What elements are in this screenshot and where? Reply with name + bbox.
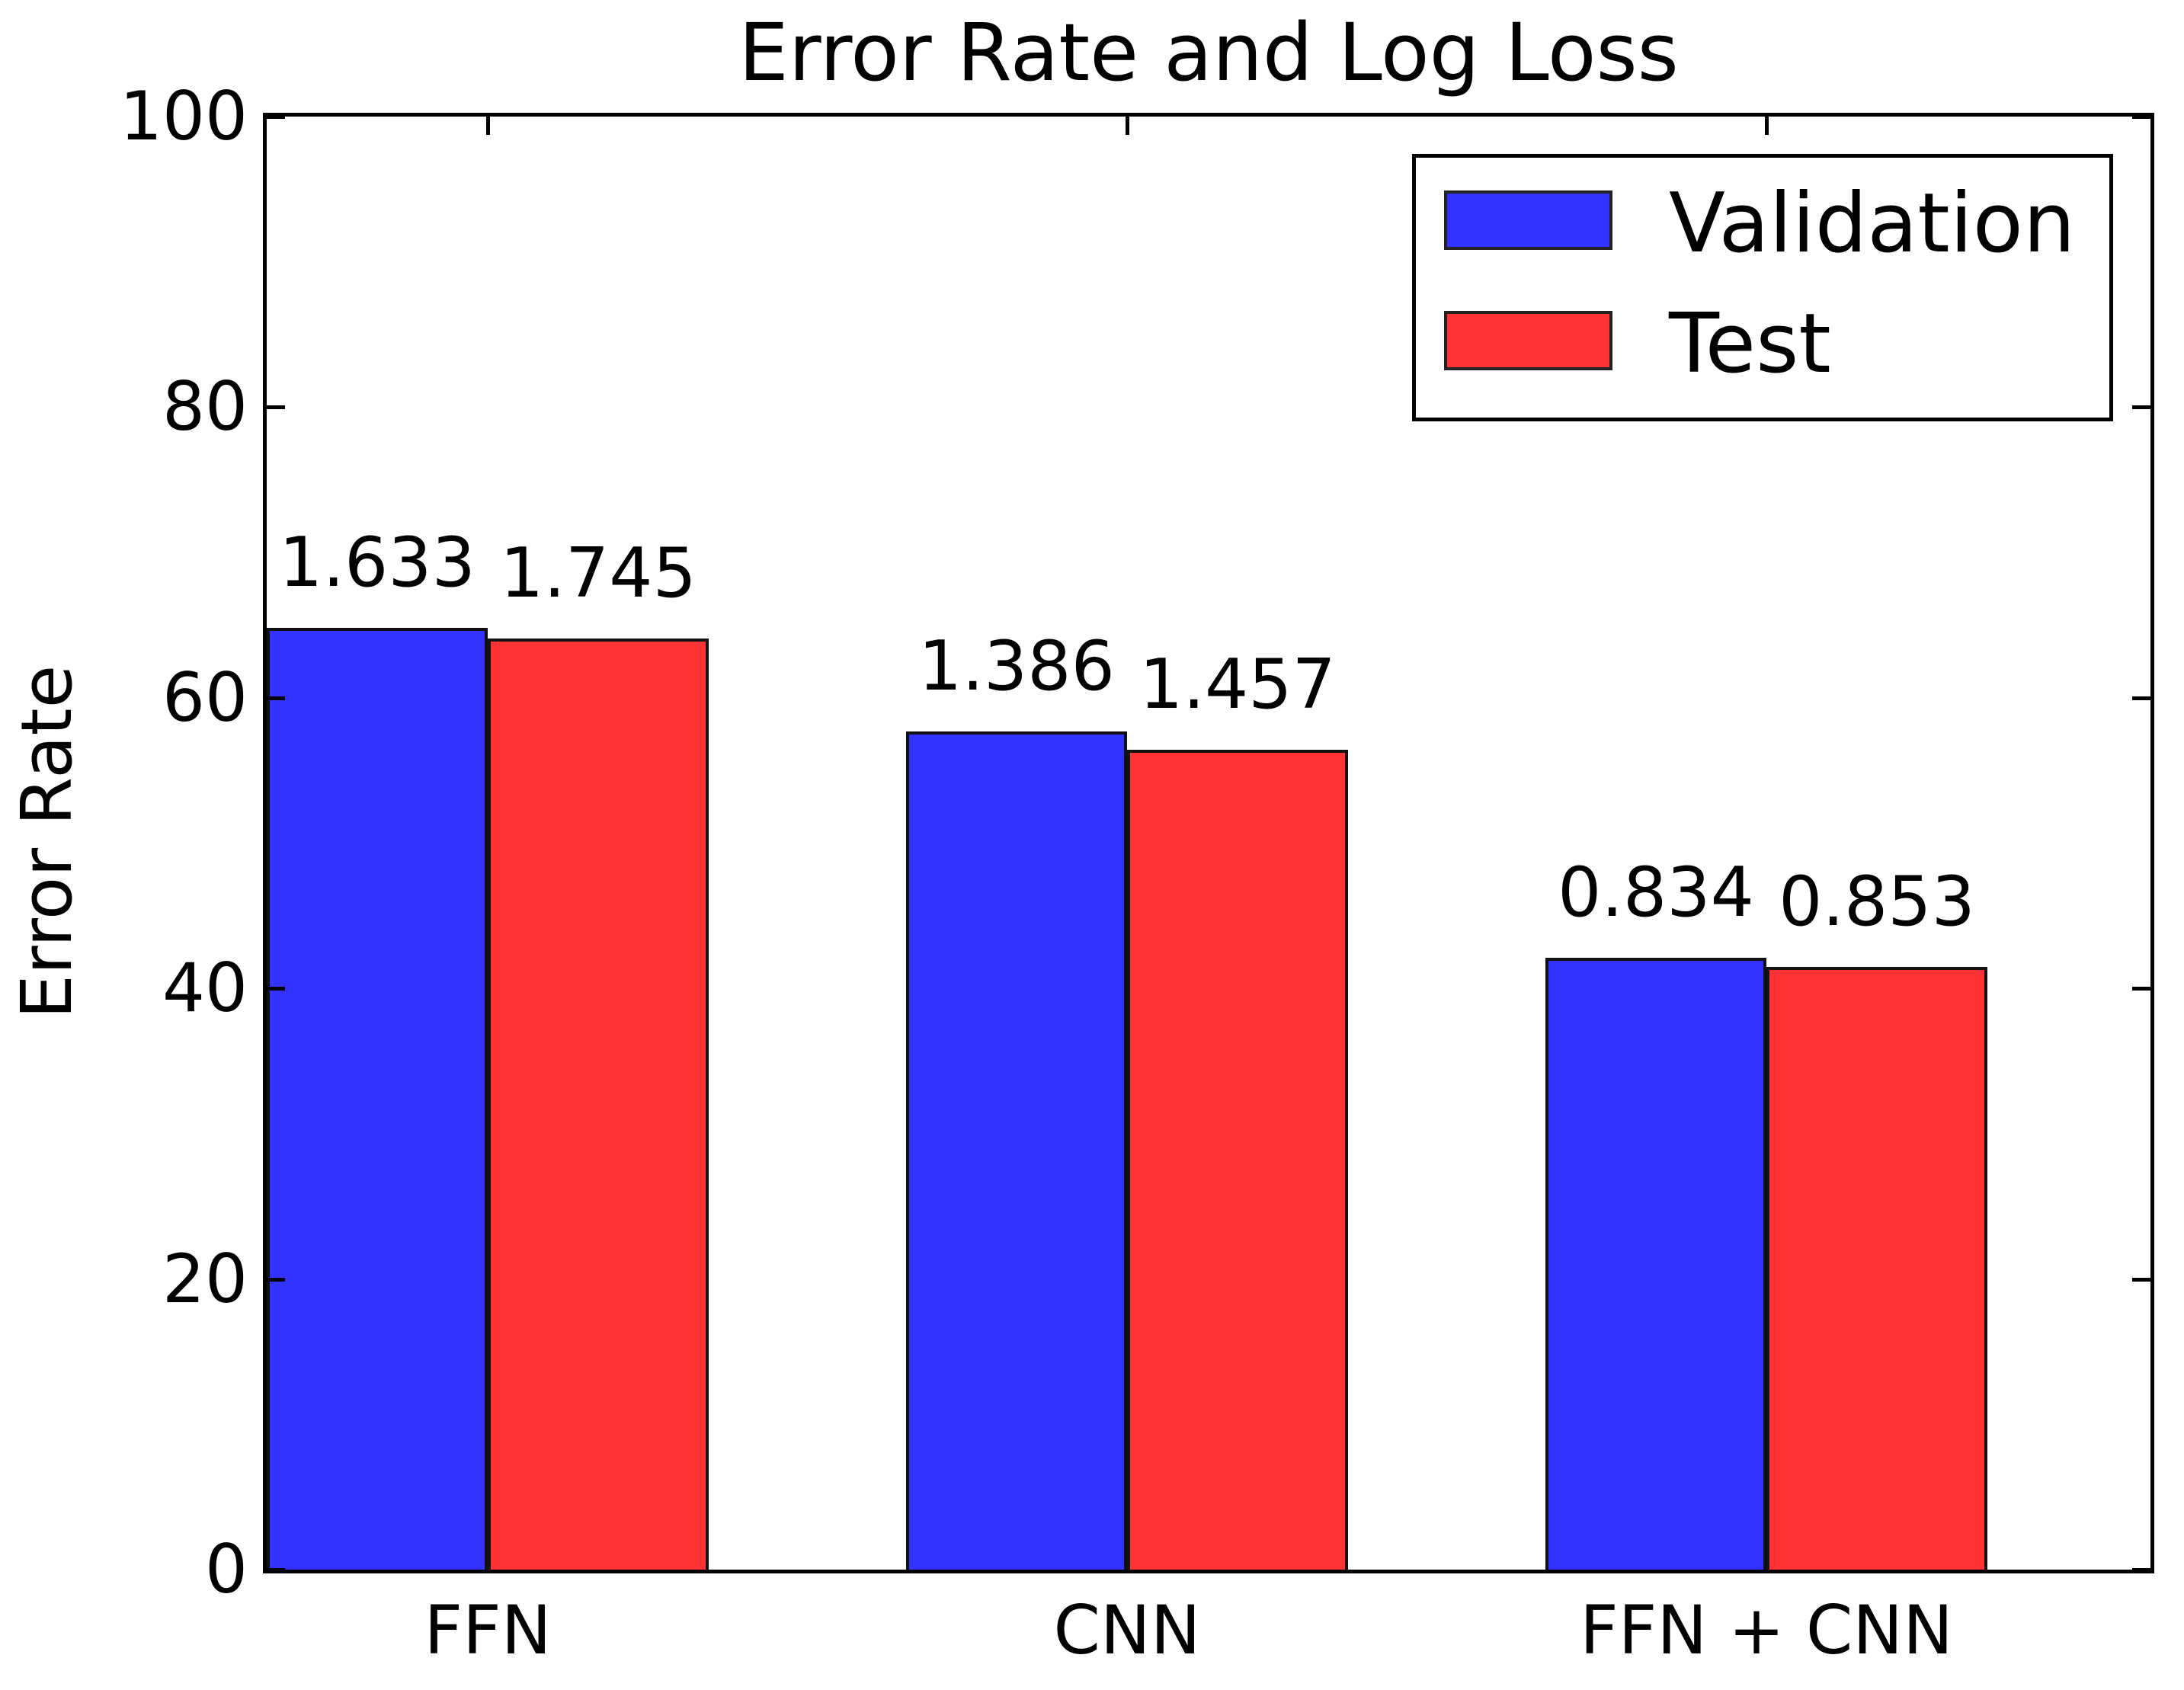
x-tick-mark: [1126, 117, 1129, 135]
bar-value-label: 1.745: [500, 533, 697, 613]
y-tick-mark: [267, 405, 285, 410]
bar-value-label: 1.633: [279, 523, 476, 603]
bar-value-label: 1.457: [1139, 645, 1336, 725]
y-tick-mark: [2132, 1277, 2150, 1282]
y-tick-mark: [2132, 405, 2150, 410]
bar-test-0: [488, 639, 709, 1570]
y-tick-label: 40: [162, 949, 248, 1028]
bar-value-label: 0.853: [1779, 862, 1975, 942]
bar-value-label: 0.834: [1558, 853, 1754, 933]
y-tick-mark: [267, 987, 285, 991]
y-tick-mark: [2132, 987, 2150, 991]
legend: Validation Test: [1412, 154, 2113, 421]
bar-test-1: [1127, 750, 1348, 1570]
legend-label-validation: Validation: [1669, 176, 2076, 271]
x-tick-mark: [1765, 117, 1769, 135]
y-tick-mark: [267, 1568, 285, 1572]
bar-validation-2: [1545, 958, 1766, 1570]
y-tick-label: 100: [120, 77, 248, 155]
y-tick-label: 60: [162, 658, 248, 737]
x-tick-label: FFN + CNN: [1580, 1591, 1953, 1669]
bar-validation-0: [267, 628, 488, 1570]
y-tick-mark: [267, 1277, 285, 1282]
chart-title: Error Rate and Log Loss: [738, 6, 1679, 99]
y-tick-label: 20: [162, 1239, 248, 1318]
y-tick-label: 80: [162, 367, 248, 447]
legend-swatch-test: [1444, 311, 1612, 370]
bar-value-label: 1.386: [918, 626, 1115, 706]
y-tick-label: 0: [205, 1530, 248, 1608]
y-tick-mark: [2132, 115, 2150, 119]
bar-test-2: [1766, 967, 1987, 1570]
y-tick-mark: [267, 115, 285, 119]
legend-label-test: Test: [1669, 296, 1831, 392]
x-tick-mark: [486, 117, 490, 135]
y-tick-mark: [2132, 696, 2150, 700]
y-tick-mark: [267, 696, 285, 700]
y-tick-mark: [2132, 1568, 2150, 1572]
x-tick-label: FFN: [424, 1591, 552, 1669]
legend-swatch-validation: [1444, 190, 1612, 250]
x-tick-label: CNN: [1053, 1591, 1201, 1669]
bar-validation-1: [906, 731, 1127, 1570]
